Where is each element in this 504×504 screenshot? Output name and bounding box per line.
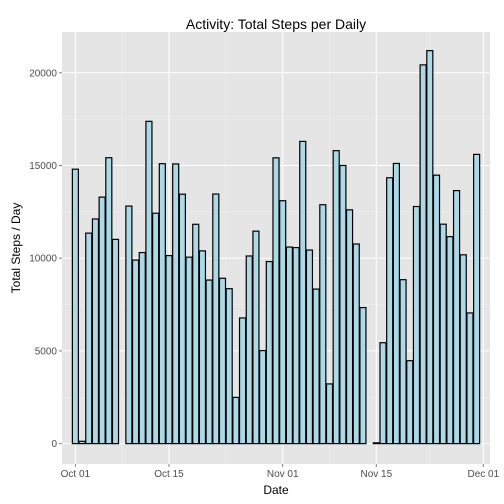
y-tick-label: 20000 (29, 68, 57, 79)
bar (131, 259, 140, 445)
x-axis: Oct 01 Oct 15 Nov 01 Nov 15 Dec 01 (61, 464, 500, 480)
bar (279, 200, 287, 445)
bar (71, 168, 79, 445)
bar (125, 205, 133, 445)
bar (466, 312, 474, 445)
bar (439, 223, 447, 445)
bar (446, 236, 454, 445)
y-axis: 0 5000 10000 15000 20000 (29, 68, 62, 450)
y-tick-label: 10000 (29, 254, 57, 265)
bar (285, 246, 293, 445)
bar (259, 349, 267, 445)
bar (245, 255, 253, 445)
bar (225, 288, 233, 445)
bar (325, 383, 334, 445)
bar (359, 306, 367, 445)
bar (299, 140, 307, 445)
bar (265, 260, 273, 445)
x-tick-label: Oct 15 (154, 469, 184, 480)
bar (152, 212, 160, 445)
x-tick-label: Oct 01 (61, 469, 91, 480)
bar (392, 162, 400, 445)
bar (292, 247, 300, 445)
bar (98, 196, 106, 445)
bar (205, 279, 213, 445)
bar (319, 204, 327, 445)
x-axis-title: Date (263, 483, 289, 497)
bar (238, 317, 247, 445)
bar (372, 442, 380, 445)
bar (459, 254, 467, 445)
bar (332, 150, 340, 445)
x-tick-label: Nov 01 (267, 469, 299, 480)
bar (452, 190, 461, 445)
bar (406, 360, 414, 445)
bar (252, 230, 260, 445)
x-tick-label: Dec 01 (467, 469, 499, 480)
bar (232, 396, 240, 445)
bar (312, 288, 320, 445)
y-tick-label: 5000 (35, 346, 58, 357)
bar (386, 177, 394, 445)
bar (105, 157, 113, 445)
y-axis-title: Total Steps / Day (9, 203, 23, 294)
bar (473, 153, 481, 445)
bar (345, 209, 354, 445)
bar (91, 218, 100, 445)
chart-title: Activity: Total Steps per Daily (186, 16, 366, 32)
bar (158, 163, 166, 445)
x-tick-label: Nov 15 (360, 469, 392, 480)
bar (165, 255, 173, 445)
bar (212, 193, 220, 445)
bar (305, 249, 314, 445)
bar (198, 250, 207, 445)
bar (419, 64, 427, 445)
y-tick-label: 15000 (29, 161, 57, 172)
bars-group (71, 50, 481, 445)
bar (178, 193, 186, 445)
bar (172, 163, 180, 445)
bar (185, 256, 193, 445)
bar (138, 251, 146, 445)
bar (145, 120, 153, 445)
bar (85, 232, 93, 445)
bar (379, 342, 387, 445)
bar (192, 223, 200, 445)
bar (352, 243, 360, 445)
bar (272, 157, 280, 445)
bar (111, 238, 120, 445)
bar (426, 50, 434, 445)
bar (432, 174, 441, 445)
bar (399, 279, 407, 445)
bar (78, 440, 86, 445)
y-tick-label: 0 (51, 439, 57, 450)
bar (412, 205, 421, 445)
bar (218, 277, 227, 445)
bar (339, 164, 347, 445)
